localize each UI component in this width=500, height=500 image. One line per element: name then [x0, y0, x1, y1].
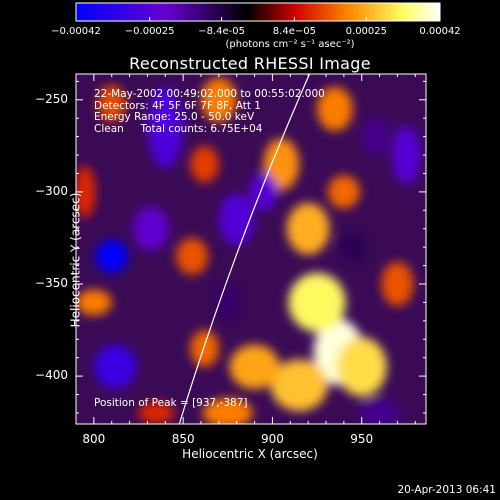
heatmap-blob — [93, 344, 137, 389]
annotation-time: 22-May-2002 00:49:02.000 to 00:55:02.000 — [94, 88, 325, 100]
heatmap-blob — [358, 398, 401, 424]
colorbar — [75, 2, 441, 22]
colorbar-tick-label: −0.00042 — [51, 26, 101, 37]
annotation-block: 22-May-2002 00:49:02.000 to 00:55:02.000… — [94, 88, 325, 135]
y-tick-label: −400 — [35, 368, 68, 383]
heatmap-blob — [286, 202, 330, 255]
colorbar-tick-label: −0.00025 — [124, 26, 175, 37]
footer-timestamp: 20-Apr-2013 06:41 — [397, 484, 496, 496]
heatmap-blob — [392, 125, 421, 185]
colorbar-tick-label: 0.00025 — [345, 26, 388, 37]
heatmap-blob — [338, 232, 368, 262]
axis-ticks — [75, 74, 426, 424]
colorbar-unit-label: (photons cm⁻² s⁻¹ asec⁻²) — [225, 39, 355, 50]
heatmap-blob — [381, 261, 414, 307]
heatmap-blob — [190, 145, 219, 183]
heatmap-blob — [263, 138, 300, 191]
heatmap-blob — [327, 175, 360, 209]
heatmap-blob — [147, 86, 184, 168]
colorbar-tick-label: 8.4e−05 — [272, 26, 316, 37]
heatmap-blob — [138, 401, 175, 424]
annotation-detectors: Detectors: 4F 5F 6F 7F 8F, Att 1 — [94, 99, 261, 112]
x-tick-label: 850 — [171, 432, 195, 446]
heatmap-blob — [76, 289, 112, 316]
heatmap-blob — [133, 206, 169, 251]
x-tick-label: 900 — [260, 432, 284, 446]
y-tick-label: −350 — [35, 276, 68, 290]
heatmap-blob — [317, 86, 353, 132]
plot-frame — [75, 73, 427, 425]
heatmap-blob — [249, 173, 278, 211]
heatmap-blob — [97, 85, 126, 122]
peak-position-label: Position of Peak = [937,-387] — [94, 397, 248, 409]
heatmap-blob — [201, 77, 237, 122]
colorbar-ticks — [75, 17, 441, 21]
colorbar-tick-label: −8.4e-05 — [198, 26, 245, 37]
heatmap-blob — [218, 193, 255, 246]
heatmap-blob — [95, 239, 128, 273]
heatmap-blob — [76, 166, 96, 218]
x-tick-label: 800 — [82, 432, 106, 446]
x-tick-label: 950 — [350, 432, 374, 446]
heatmap-image — [76, 77, 421, 424]
y-axis-label: Heliocentric Y (arcsec) — [68, 192, 83, 328]
heatmap-blob — [176, 237, 209, 275]
chart-title: Reconstructed RHESSI Image — [129, 54, 371, 73]
y-tick-label: −300 — [35, 183, 68, 198]
heatmap-blob — [229, 344, 280, 389]
x-axis-label: Heliocentric X (arcsec) — [182, 447, 318, 461]
heatmap-blob — [361, 118, 391, 156]
solar-limb-line — [178, 74, 311, 424]
heatmap-blob — [213, 284, 243, 321]
heatmap-blob — [202, 398, 253, 424]
colorbar-tick-label: 0.00042 — [419, 26, 461, 37]
heatmap-blob — [190, 330, 219, 367]
y-tick-labels: −250 −300 −350 −400 — [0, 0, 68, 500]
annotation-energy: Energy Range: 25.0 - 50.0 keV — [94, 111, 255, 123]
heatmap-blob — [336, 337, 387, 397]
y-tick-label: −250 — [35, 91, 68, 106]
heatmap-blob — [288, 272, 346, 332]
heatmap-blob — [270, 359, 328, 412]
annotation-counts: Clean Total counts: 6.75E+04 — [94, 122, 263, 135]
